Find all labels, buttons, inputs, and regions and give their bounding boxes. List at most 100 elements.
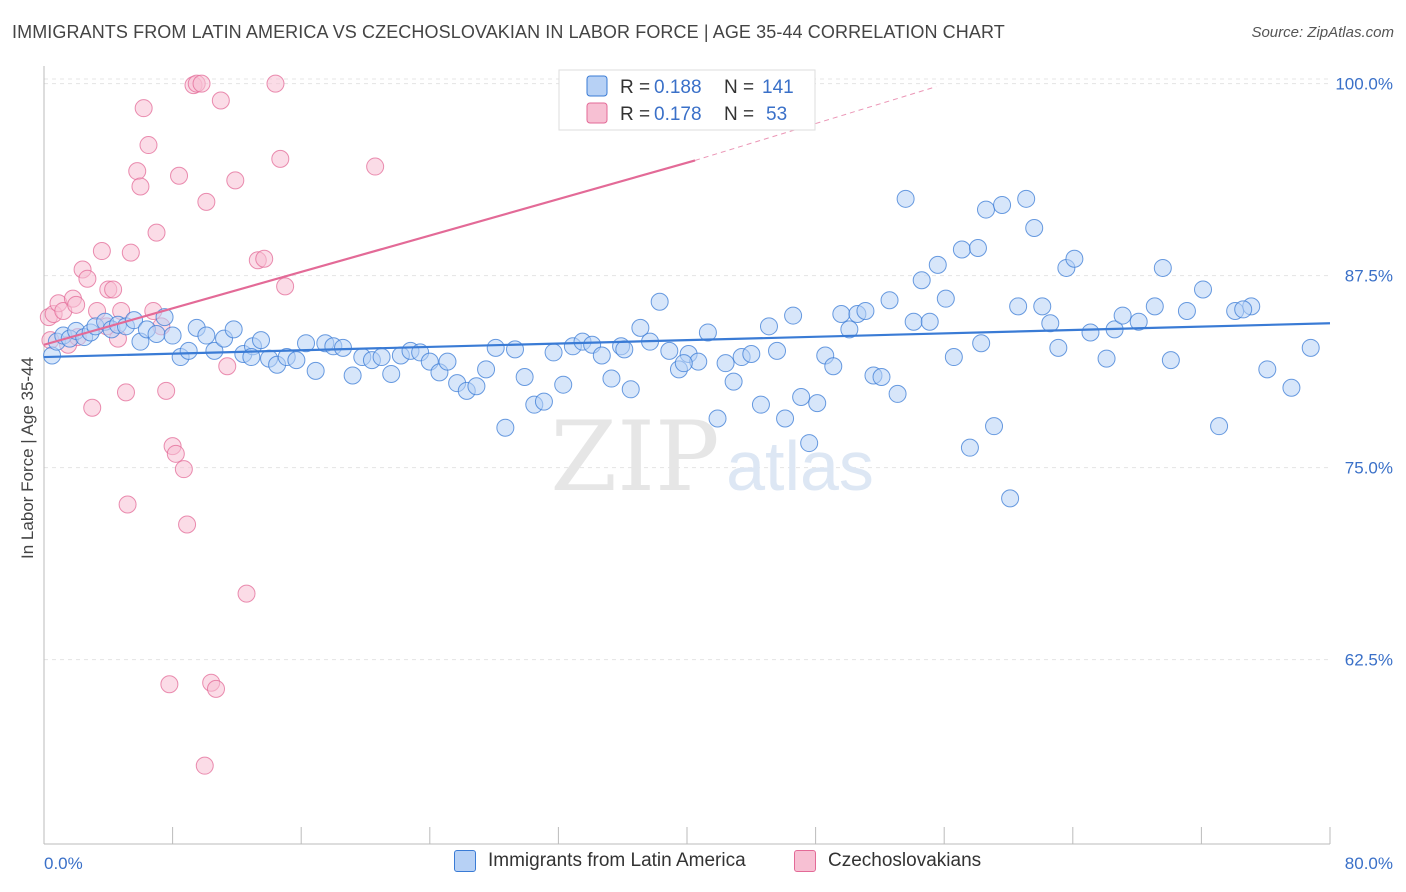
legend-n-value-1: 141 <box>762 77 794 98</box>
latin-america-point <box>832 305 851 324</box>
x-tick-label-max: 80.0% <box>1345 854 1393 873</box>
latin-america-point <box>952 240 971 259</box>
latin-america-point <box>944 348 963 367</box>
czechoslovakian-point <box>195 756 214 775</box>
latin-america-point <box>477 360 496 379</box>
czechoslovakian-point <box>147 223 166 242</box>
latin-america-point <box>724 372 743 391</box>
latin-america-point <box>985 417 1004 436</box>
latin-america-point <box>467 377 486 396</box>
latin-america-point <box>1001 489 1020 508</box>
latin-america-point <box>343 366 362 385</box>
latin-america-point <box>1177 301 1196 320</box>
latin-america-point <box>708 409 727 428</box>
legend-swatch-blue <box>586 75 608 97</box>
czechoslovakian-point <box>166 444 185 463</box>
watermark: ZIP atlas <box>550 401 874 513</box>
latin-america-point <box>1129 312 1148 331</box>
legend-n-label-2: N = <box>724 104 759 125</box>
y-axis-label: In Labor Force | Age 35-44 <box>18 357 37 559</box>
latin-america-point <box>1041 314 1060 333</box>
latin-america-point <box>872 368 891 387</box>
czechoslovakian-point <box>160 675 179 694</box>
czechoslovakian-point <box>121 243 140 262</box>
legend-item-czechoslovakians: Czechoslovakians <box>794 850 981 872</box>
trend-line-latin-america <box>43 322 1331 359</box>
latin-america-point <box>776 409 795 428</box>
czechoslovakian-point <box>128 162 147 181</box>
latin-america-point <box>840 320 859 339</box>
latin-america-point <box>960 438 979 457</box>
legend-bottom: Immigrants from Latin America Czechoslov… <box>0 850 1406 880</box>
czechoslovakian-point <box>157 381 176 400</box>
czechoslovakian-point <box>104 280 123 299</box>
latin-america-point <box>1282 378 1301 397</box>
czechoslovakian-point <box>366 157 385 176</box>
czechoslovakian-point <box>139 136 158 155</box>
legend-r-label-1: R = <box>620 77 655 98</box>
latin-america-point <box>650 292 669 311</box>
czechoslovakian-point <box>197 192 216 211</box>
latin-america-point <box>1017 189 1036 208</box>
latin-america-point <box>1161 351 1180 370</box>
czechoslovakian-point <box>271 149 290 168</box>
legend-r-label-2: R = <box>620 104 655 125</box>
latin-america-point <box>197 326 216 345</box>
latin-america-point <box>1145 297 1164 316</box>
latin-america-point <box>768 341 787 360</box>
latin-america-point <box>1097 349 1116 368</box>
legend-r-value-2: 0.178 <box>654 104 702 125</box>
trend-line-czechoslovakians-extension <box>694 86 937 161</box>
latin-america-point <box>515 368 534 387</box>
latin-america-point <box>1210 417 1229 436</box>
latin-america-point <box>1009 297 1028 316</box>
latin-america-point <box>880 291 899 310</box>
czechoslovakian-point <box>131 177 150 196</box>
latin-america-point <box>993 195 1012 214</box>
latin-america-point <box>372 348 391 367</box>
latin-america-point <box>674 354 693 373</box>
latin-america-point <box>1025 219 1044 238</box>
latin-america-point <box>928 255 947 274</box>
y-tick-label: 100.0% <box>1335 75 1393 94</box>
czechoslovakian-point <box>226 171 245 190</box>
legend-r-value-1: 0.188 <box>654 77 702 98</box>
latin-america-point <box>972 334 991 353</box>
czechoslovakian-point <box>118 495 137 514</box>
latin-america-point <box>496 418 515 437</box>
latin-america-point <box>224 320 243 339</box>
latin-america-point <box>759 317 778 336</box>
legend-top: R = 0.188 N = 141 R = 0.178 N = 53 <box>558 69 816 131</box>
latin-america-point <box>1049 338 1068 357</box>
watermark-zip: ZIP <box>550 401 719 513</box>
latin-america-point <box>205 341 224 360</box>
czechoslovakian-point <box>83 398 102 417</box>
latin-america-point <box>615 340 634 359</box>
czechoslovakian-point <box>116 383 135 402</box>
watermark-atlas: atlas <box>726 427 874 505</box>
latin-america-point <box>592 346 611 365</box>
latin-america-point <box>896 189 915 208</box>
latin-america-point <box>792 387 811 406</box>
latin-america-point <box>912 271 931 290</box>
latin-america-point <box>179 341 198 360</box>
latin-america-point <box>920 312 939 331</box>
latin-america-point <box>534 392 553 411</box>
czechoslovakian-point <box>218 357 237 376</box>
czechoslovakian-point <box>255 249 274 268</box>
latin-america-point <box>163 326 182 345</box>
x-tick-labels: 0.0% 80.0% <box>44 854 1393 873</box>
czechoslovakian-point <box>192 74 211 93</box>
latin-america-point <box>306 361 325 380</box>
latin-america-point <box>976 200 995 219</box>
czechoslovakian-point <box>170 166 189 185</box>
latin-america-point <box>631 318 650 337</box>
latin-america-point <box>742 344 761 363</box>
latin-america-point <box>1033 297 1052 316</box>
axes <box>43 66 1331 845</box>
latin-america-point <box>1081 323 1100 342</box>
latin-america-point <box>800 434 819 453</box>
latin-america-point <box>438 352 457 371</box>
y-tick-labels: 62.5% 75.0% 87.5% 100.0% <box>1335 75 1393 670</box>
